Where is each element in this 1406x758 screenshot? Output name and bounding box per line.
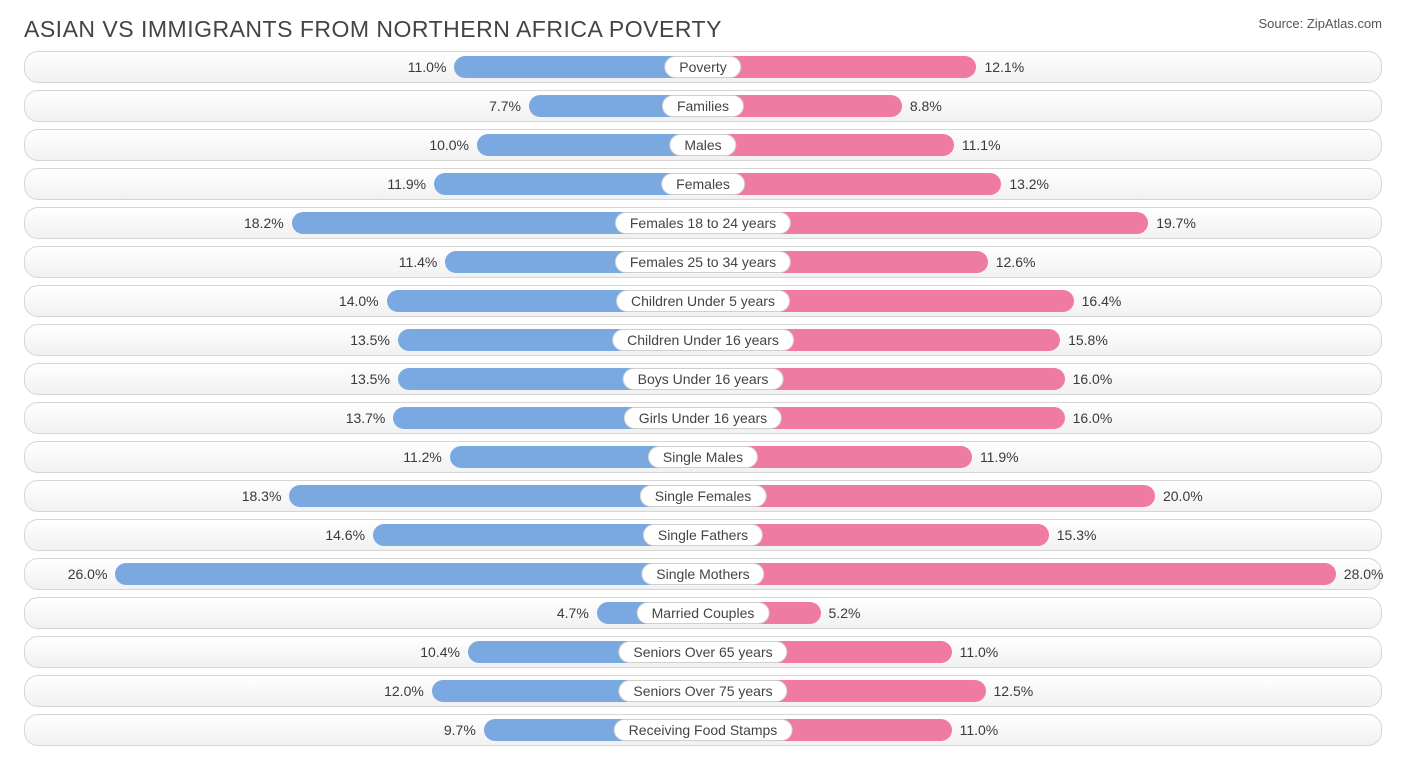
diverging-bar-chart: 11.0%12.1%Poverty7.7%8.8%Families10.0%11… [0, 51, 1406, 746]
source-label: Source: ZipAtlas.com [1258, 16, 1382, 31]
value-label-right: 11.1% [962, 130, 1001, 160]
chart-row: 9.7% 11.0% Receiving Food Stamps [24, 714, 1382, 746]
category-label: Married Couples [637, 602, 770, 624]
value-label-left: 10.0% [429, 130, 469, 160]
chart-row: 18.2% 19.7% Females 18 to 24 years [24, 207, 1382, 239]
category-label: Families [662, 95, 744, 117]
bar-left [115, 563, 703, 585]
chart-row: 13.5% 15.8% Children Under 16 years [24, 324, 1382, 356]
value-label-right: 13.2% [1009, 169, 1049, 199]
value-label-left: 26.0% [68, 559, 108, 589]
value-label-left: 14.6% [325, 520, 365, 550]
chart-row: 10.4% 11.0% Seniors Over 65 years [24, 636, 1382, 668]
value-label-left: 7.7% [489, 91, 521, 121]
value-label-right: 28.0% [1344, 559, 1384, 589]
chart-row: 13.5% 16.0% Boys Under 16 years [24, 363, 1382, 395]
value-label-right: 16.4% [1082, 286, 1122, 316]
chart-row: 11.0% 12.1% Poverty [24, 51, 1382, 83]
category-label: Seniors Over 75 years [618, 680, 787, 702]
chart-row: 18.3% 20.0% Single Females [24, 480, 1382, 512]
category-label: Females 18 to 24 years [615, 212, 791, 234]
value-label-left: 13.5% [350, 364, 390, 394]
bar-right [703, 485, 1155, 507]
chart-row: 11.2% 11.9% Single Males [24, 441, 1382, 473]
category-label: Males [669, 134, 736, 156]
value-label-left: 18.2% [244, 208, 284, 238]
chart-row: 14.0% 16.4% Children Under 5 years [24, 285, 1382, 317]
value-label-right: 5.2% [829, 598, 861, 628]
category-label: Single Males [648, 446, 758, 468]
value-label-left: 10.4% [420, 637, 460, 667]
value-label-left: 14.0% [339, 286, 379, 316]
bar-right [703, 56, 976, 78]
value-label-right: 11.0% [960, 715, 999, 745]
chart-row: 10.0% 11.1% Males [24, 129, 1382, 161]
chart-row: 11.4% 12.6% Females 25 to 34 years [24, 246, 1382, 278]
value-label-left: 11.9% [387, 169, 426, 199]
chart-row: 7.7% 8.8% Families [24, 90, 1382, 122]
value-label-right: 11.9% [980, 442, 1019, 472]
value-label-left: 11.4% [399, 247, 438, 277]
value-label-left: 9.7% [444, 715, 476, 745]
category-label: Single Females [640, 485, 767, 507]
category-label: Females [661, 173, 745, 195]
value-label-right: 11.0% [960, 637, 999, 667]
category-label: Receiving Food Stamps [614, 719, 793, 741]
bar-right [703, 173, 1001, 195]
category-label: Females 25 to 34 years [615, 251, 791, 273]
value-label-left: 13.7% [346, 403, 386, 433]
value-label-right: 20.0% [1163, 481, 1203, 511]
chart-row: 4.7% 5.2% Married Couples [24, 597, 1382, 629]
value-label-left: 11.2% [403, 442, 442, 472]
category-label: Children Under 5 years [616, 290, 790, 312]
value-label-right: 12.6% [996, 247, 1036, 277]
chart-row: 14.6% 15.3% Single Fathers [24, 519, 1382, 551]
value-label-right: 16.0% [1073, 364, 1113, 394]
category-label: Children Under 16 years [612, 329, 794, 351]
value-label-right: 19.7% [1156, 208, 1196, 238]
value-label-right: 8.8% [910, 91, 942, 121]
bar-right [703, 134, 954, 156]
chart-title: ASIAN VS IMMIGRANTS FROM NORTHERN AFRICA… [24, 16, 722, 43]
category-label: Boys Under 16 years [623, 368, 784, 390]
category-label: Single Fathers [643, 524, 763, 546]
category-label: Seniors Over 65 years [618, 641, 787, 663]
category-label: Girls Under 16 years [624, 407, 782, 429]
value-label-right: 15.8% [1068, 325, 1108, 355]
value-label-right: 12.1% [984, 52, 1024, 82]
chart-row: 12.0% 12.5% Seniors Over 75 years [24, 675, 1382, 707]
value-label-right: 16.0% [1073, 403, 1113, 433]
value-label-right: 15.3% [1057, 520, 1097, 550]
chart-row: 11.9% 13.2% Females [24, 168, 1382, 200]
value-label-left: 11.0% [408, 52, 447, 82]
category-label: Single Mothers [641, 563, 764, 585]
chart-row: 13.7% 16.0% Girls Under 16 years [24, 402, 1382, 434]
value-label-left: 13.5% [350, 325, 390, 355]
category-label: Poverty [664, 56, 741, 78]
value-label-left: 12.0% [384, 676, 424, 706]
value-label-left: 18.3% [242, 481, 282, 511]
bar-right [703, 563, 1336, 585]
chart-row: 26.0% 28.0% Single Mothers [24, 558, 1382, 590]
value-label-left: 4.7% [557, 598, 589, 628]
value-label-right: 12.5% [994, 676, 1034, 706]
